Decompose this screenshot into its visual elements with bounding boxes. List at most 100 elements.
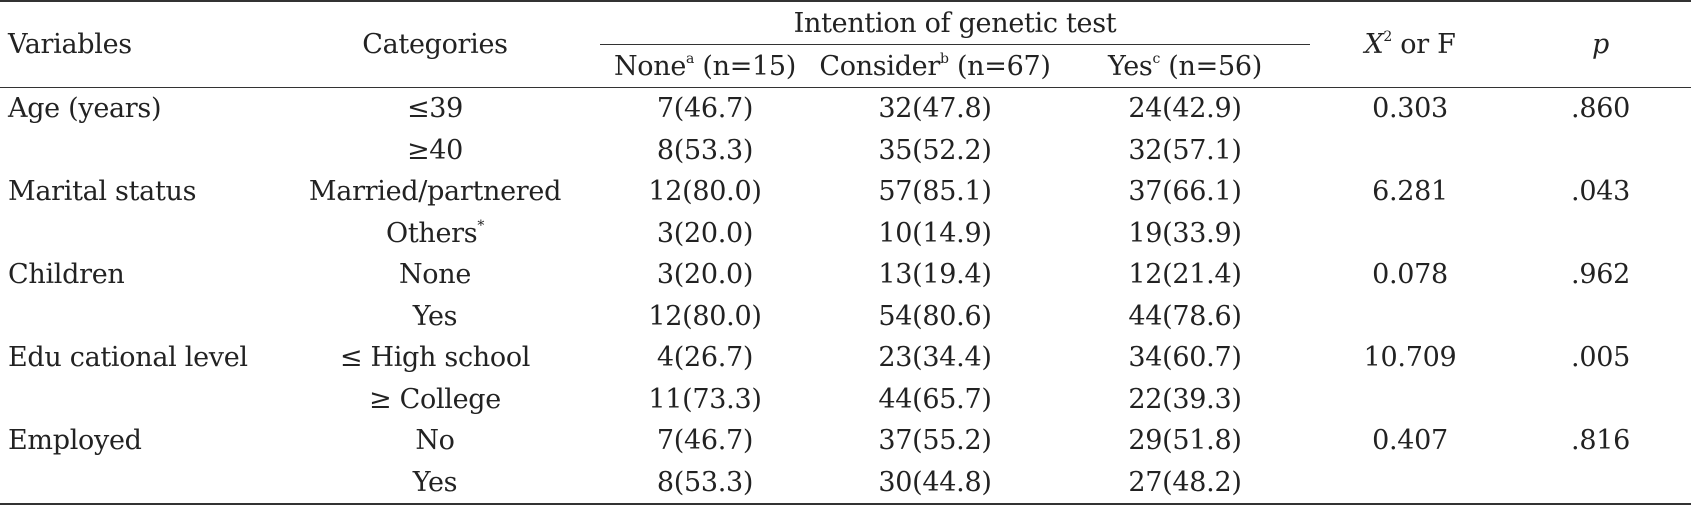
cell-consider: 23(34.4): [878, 342, 992, 374]
cell-variable: Children: [8, 259, 125, 291]
cell-stat: [1310, 379, 1510, 421]
cell-variable: Employed: [8, 425, 142, 457]
header-yes: Yesc (n=56): [1060, 44, 1310, 88]
cell-category: Married/partnered: [308, 176, 562, 208]
cell-p: [1510, 296, 1691, 338]
cell-p: [1510, 461, 1691, 505]
header-categories: Categories: [270, 0, 600, 88]
table-row: ≥ College 11(73.3) 44(65.7) 22(39.3): [0, 379, 1691, 421]
cell-stat: [1310, 213, 1510, 255]
header-row-1: Variables Categories Intention of geneti…: [0, 0, 1691, 88]
cell-yes: 27(48.2): [1060, 461, 1310, 505]
header-consider-label: Consider: [819, 50, 940, 82]
cell-p: .962: [1571, 259, 1630, 291]
cell-p: [1510, 130, 1691, 172]
cell-yes: 29(51.8): [1128, 425, 1242, 457]
table-row: Yes 8(53.3) 30(44.8) 27(48.2): [0, 461, 1691, 505]
cell-variable: [0, 379, 270, 421]
cell-consider: 10(14.9): [878, 217, 992, 249]
cell-consider: 57(85.1): [878, 176, 992, 208]
cell-variable: Edu cational level: [8, 342, 248, 374]
cell-yes: 12(21.4): [1128, 259, 1242, 291]
cell-none: 4(26.7): [656, 342, 754, 374]
cell-none: 11(73.3): [648, 383, 762, 415]
cell-consider: 44(65.7): [878, 383, 992, 415]
cell-variable: [0, 213, 270, 255]
cell-consider: 30(44.8): [810, 461, 1060, 505]
table-row: Children None 3(20.0) 13(19.4) 12(21.4) …: [0, 254, 1691, 296]
cell-consider: 13(19.4): [878, 259, 992, 291]
cell-stat: 6.281: [1372, 176, 1448, 208]
cell-p: [1510, 213, 1691, 255]
cell-none: 12(80.0): [648, 300, 762, 332]
header-p-label: p: [1592, 29, 1609, 60]
cell-p: .816: [1571, 425, 1630, 457]
header-none: Nonea (n=15): [600, 44, 810, 88]
table-row: Age (years) ≤39 7(46.7) 32(47.8) 24(42.9…: [0, 88, 1691, 130]
cell-stat: [1310, 130, 1510, 172]
cell-variable: [0, 296, 270, 338]
cell-none: 3(20.0): [656, 217, 754, 249]
cell-yes: 34(60.7): [1128, 342, 1242, 374]
cell-stat: [1310, 461, 1510, 505]
table-row: ≥40 8(53.3) 35(52.2) 32(57.1): [0, 130, 1691, 172]
cell-category: Yes: [412, 300, 458, 332]
cell-yes: 22(39.3): [1128, 383, 1242, 415]
cell-none: 8(53.3): [656, 134, 754, 166]
cell-category: ≤39: [406, 93, 464, 125]
header-stat-x: X: [1364, 29, 1384, 60]
table-row: Employed No 7(46.7) 37(55.2) 29(51.8) 0.…: [0, 420, 1691, 462]
header-variables: Variables: [0, 0, 270, 88]
cell-consider: 54(80.6): [878, 300, 992, 332]
cell-variable: Marital status: [8, 176, 197, 208]
cell-variable: [0, 461, 270, 505]
header-stat: X2 or F: [1310, 0, 1510, 88]
cell-category: None: [398, 259, 472, 291]
header-stat-rest: or F: [1391, 29, 1456, 60]
cell-category: Others*: [270, 213, 600, 255]
cell-stat: [1310, 296, 1510, 338]
cell-consider: 35(52.2): [878, 134, 992, 166]
cell-variable: Age (years): [8, 93, 162, 125]
header-consider: Considerb (n=67): [810, 44, 1060, 88]
cell-none: 12(80.0): [648, 176, 762, 208]
table-row: Others* 3(20.0) 10(14.9) 19(33.9): [0, 213, 1691, 255]
cell-p: [1510, 379, 1691, 421]
cell-category: ≥ College: [369, 383, 501, 415]
table-row: Yes 12(80.0) 54(80.6) 44(78.6): [0, 296, 1691, 338]
header-yes-label: Yes: [1108, 50, 1153, 82]
header-none-label: None: [613, 50, 687, 82]
header-none-n: (n=15): [694, 50, 797, 82]
cell-none: 7(46.7): [656, 425, 754, 457]
header-consider-sup: b: [939, 50, 949, 67]
header-intention-label: Intention of genetic test: [793, 7, 1117, 39]
cell-p: .860: [1571, 93, 1630, 125]
header-p: p: [1510, 0, 1691, 88]
cell-consider: 37(55.2): [878, 425, 992, 457]
cell-p: .005: [1571, 342, 1630, 374]
cell-variable: [0, 130, 270, 172]
cell-p: .043: [1571, 176, 1630, 208]
cell-consider: 32(47.8): [878, 93, 992, 125]
header-yes-sup: c: [1152, 50, 1161, 67]
header-stat-sup: 2: [1383, 29, 1392, 45]
header-intention-group: Intention of genetic test: [600, 0, 1310, 45]
cell-category: No: [415, 425, 455, 457]
cell-stat: 10.709: [1363, 342, 1457, 374]
cell-category-label: Others: [385, 217, 478, 249]
cell-category: ≤ High school: [339, 342, 531, 374]
cell-stat: 0.303: [1372, 93, 1448, 125]
cell-stat: 0.407: [1372, 425, 1448, 457]
cell-category: ≥40: [406, 134, 464, 166]
header-yes-n: (n=56): [1160, 50, 1262, 82]
cell-yes: 19(33.9): [1128, 217, 1242, 249]
cell-none: 8(53.3): [600, 461, 810, 505]
cell-yes: 44(78.6): [1128, 300, 1242, 332]
genetic-test-intention-table: Variables Categories Intention of geneti…: [0, 0, 1691, 505]
cell-category: Yes: [270, 461, 600, 505]
cell-none: 7(46.7): [656, 93, 754, 125]
cell-none: 3(20.0): [656, 259, 754, 291]
header-consider-n: (n=67): [948, 50, 1051, 82]
cell-yes: 32(57.1): [1128, 134, 1242, 166]
